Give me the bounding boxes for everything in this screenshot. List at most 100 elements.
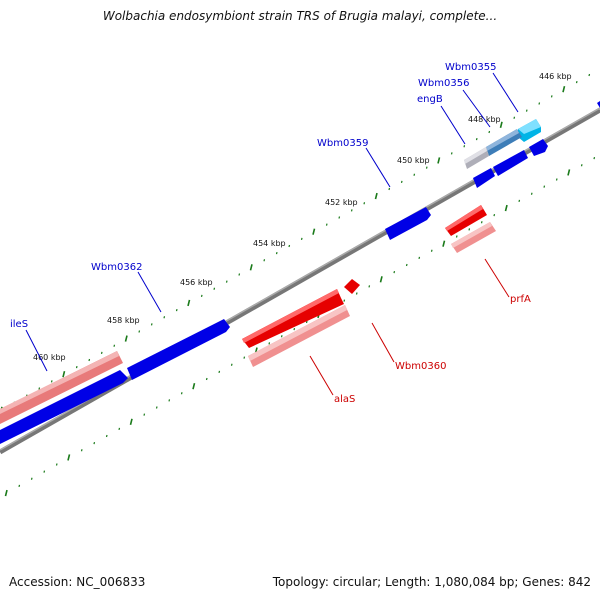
minor-tick: [468, 228, 471, 231]
major-tick: [249, 264, 253, 271]
minor-tick: [363, 202, 366, 205]
major-tick: [192, 382, 196, 390]
minor-tick: [80, 449, 83, 452]
minor-tick: [393, 270, 396, 274]
minor-tick: [588, 73, 591, 77]
accession-value: NC_006833: [76, 575, 146, 589]
minor-tick: [543, 185, 546, 188]
minor-tick: [555, 178, 558, 181]
minor-tick: [163, 316, 166, 319]
minor-tick: [205, 377, 208, 381]
minor-tick: [155, 406, 158, 409]
minor-tick: [368, 285, 371, 288]
minor-tick: [343, 299, 346, 302]
topology-value: circular: [332, 575, 378, 589]
minor-tick: [530, 192, 533, 195]
minor-tick: [75, 365, 78, 369]
minor-tick: [475, 137, 478, 141]
minor-tick: [30, 477, 33, 480]
major-tick: [567, 169, 571, 176]
label-engb: engB: [417, 94, 443, 105]
label-prfa: prfA: [510, 294, 531, 305]
kbp-label-456: 456 kbp: [180, 278, 213, 287]
major-tick: [187, 299, 191, 307]
minor-tick: [113, 344, 116, 347]
minor-tick: [118, 427, 121, 431]
feature-offscreen-right[interactable]: [597, 101, 600, 108]
accession-label: Accession:: [9, 575, 73, 589]
kbp-label-454: 454 kbp: [253, 239, 286, 248]
major-tick: [62, 371, 66, 378]
gene-labels: Wbm0355 Wbm0356 engB Wbm0359 Wbm0362 ile…: [10, 62, 531, 405]
label-wbm0355: Wbm0355: [445, 62, 496, 73]
feature-wbm0362[interactable]: [127, 319, 230, 380]
minor-tick: [413, 173, 416, 176]
genome-stats: Topology: circular; Length: 1,080,084 bp…: [272, 575, 591, 589]
major-tick: [67, 454, 71, 461]
gene-callouts: [25, 72, 519, 396]
reverse-features: [242, 205, 496, 367]
feature-iles-cds[interactable]: [0, 370, 128, 444]
minor-tick: [525, 109, 528, 112]
genes-value: 842: [568, 575, 591, 589]
minor-tick: [143, 413, 146, 416]
length-value: 1,080,084 bp: [434, 575, 515, 589]
minor-tick: [338, 216, 341, 219]
feature-wbm0359[interactable]: [385, 207, 431, 240]
minor-tick: [43, 470, 46, 473]
kbp-label-458: 458 kbp: [107, 316, 140, 325]
feature-cds-wbm0355[interactable]: [529, 139, 548, 156]
minor-tick: [425, 166, 428, 169]
minor-tick: [268, 342, 271, 345]
minor-tick: [488, 130, 491, 134]
label-wbm0360: Wbm0360: [395, 361, 446, 372]
label-iles: ileS: [10, 319, 28, 330]
major-tick: [499, 121, 503, 129]
major-tick: [374, 192, 378, 200]
minor-tick: [350, 209, 353, 212]
minor-tick: [593, 156, 596, 160]
major-tick: [437, 157, 441, 164]
minor-tick: [138, 330, 141, 333]
minor-tick: [418, 256, 421, 260]
minor-tick: [455, 235, 458, 238]
major-tick: [379, 276, 383, 283]
feature-small-red[interactable]: [344, 279, 360, 294]
genes-label: Genes:: [522, 575, 565, 589]
minor-tick: [50, 380, 53, 383]
forward-features: [0, 101, 600, 444]
minor-tick: [18, 484, 21, 488]
label-wbm0359: Wbm0359: [317, 138, 368, 149]
minor-tick: [168, 399, 171, 402]
minor-tick: [305, 320, 308, 324]
minor-tick: [238, 273, 241, 276]
minor-tick: [55, 463, 58, 466]
minor-tick: [200, 294, 203, 298]
minor-tick: [230, 363, 233, 366]
major-tick: [124, 335, 128, 342]
minor-tick: [430, 249, 433, 252]
label-alas: alaS: [334, 394, 355, 405]
feature-cds-engb[interactable]: [473, 168, 495, 188]
minor-tick: [293, 327, 296, 331]
minor-tick: [213, 287, 216, 290]
minor-tick: [513, 116, 516, 119]
minor-tick: [38, 387, 41, 390]
minor-tick: [175, 308, 178, 312]
minor-tick: [493, 213, 496, 217]
feature-cds-wbm0356[interactable]: [493, 150, 528, 176]
minor-tick: [388, 187, 391, 191]
feature-iles-gene[interactable]: [0, 351, 123, 424]
topology-label: Topology:: [272, 575, 329, 589]
minor-tick: [275, 251, 278, 255]
minor-tick: [93, 441, 96, 445]
minor-tick: [288, 244, 291, 248]
minor-tick: [355, 292, 358, 295]
major-tick: [4, 489, 8, 497]
major-tick: [312, 228, 316, 235]
minor-tick: [300, 237, 303, 241]
label-wbm0356: Wbm0356: [418, 78, 469, 89]
accession-info: Accession: NC_006833: [9, 575, 145, 589]
